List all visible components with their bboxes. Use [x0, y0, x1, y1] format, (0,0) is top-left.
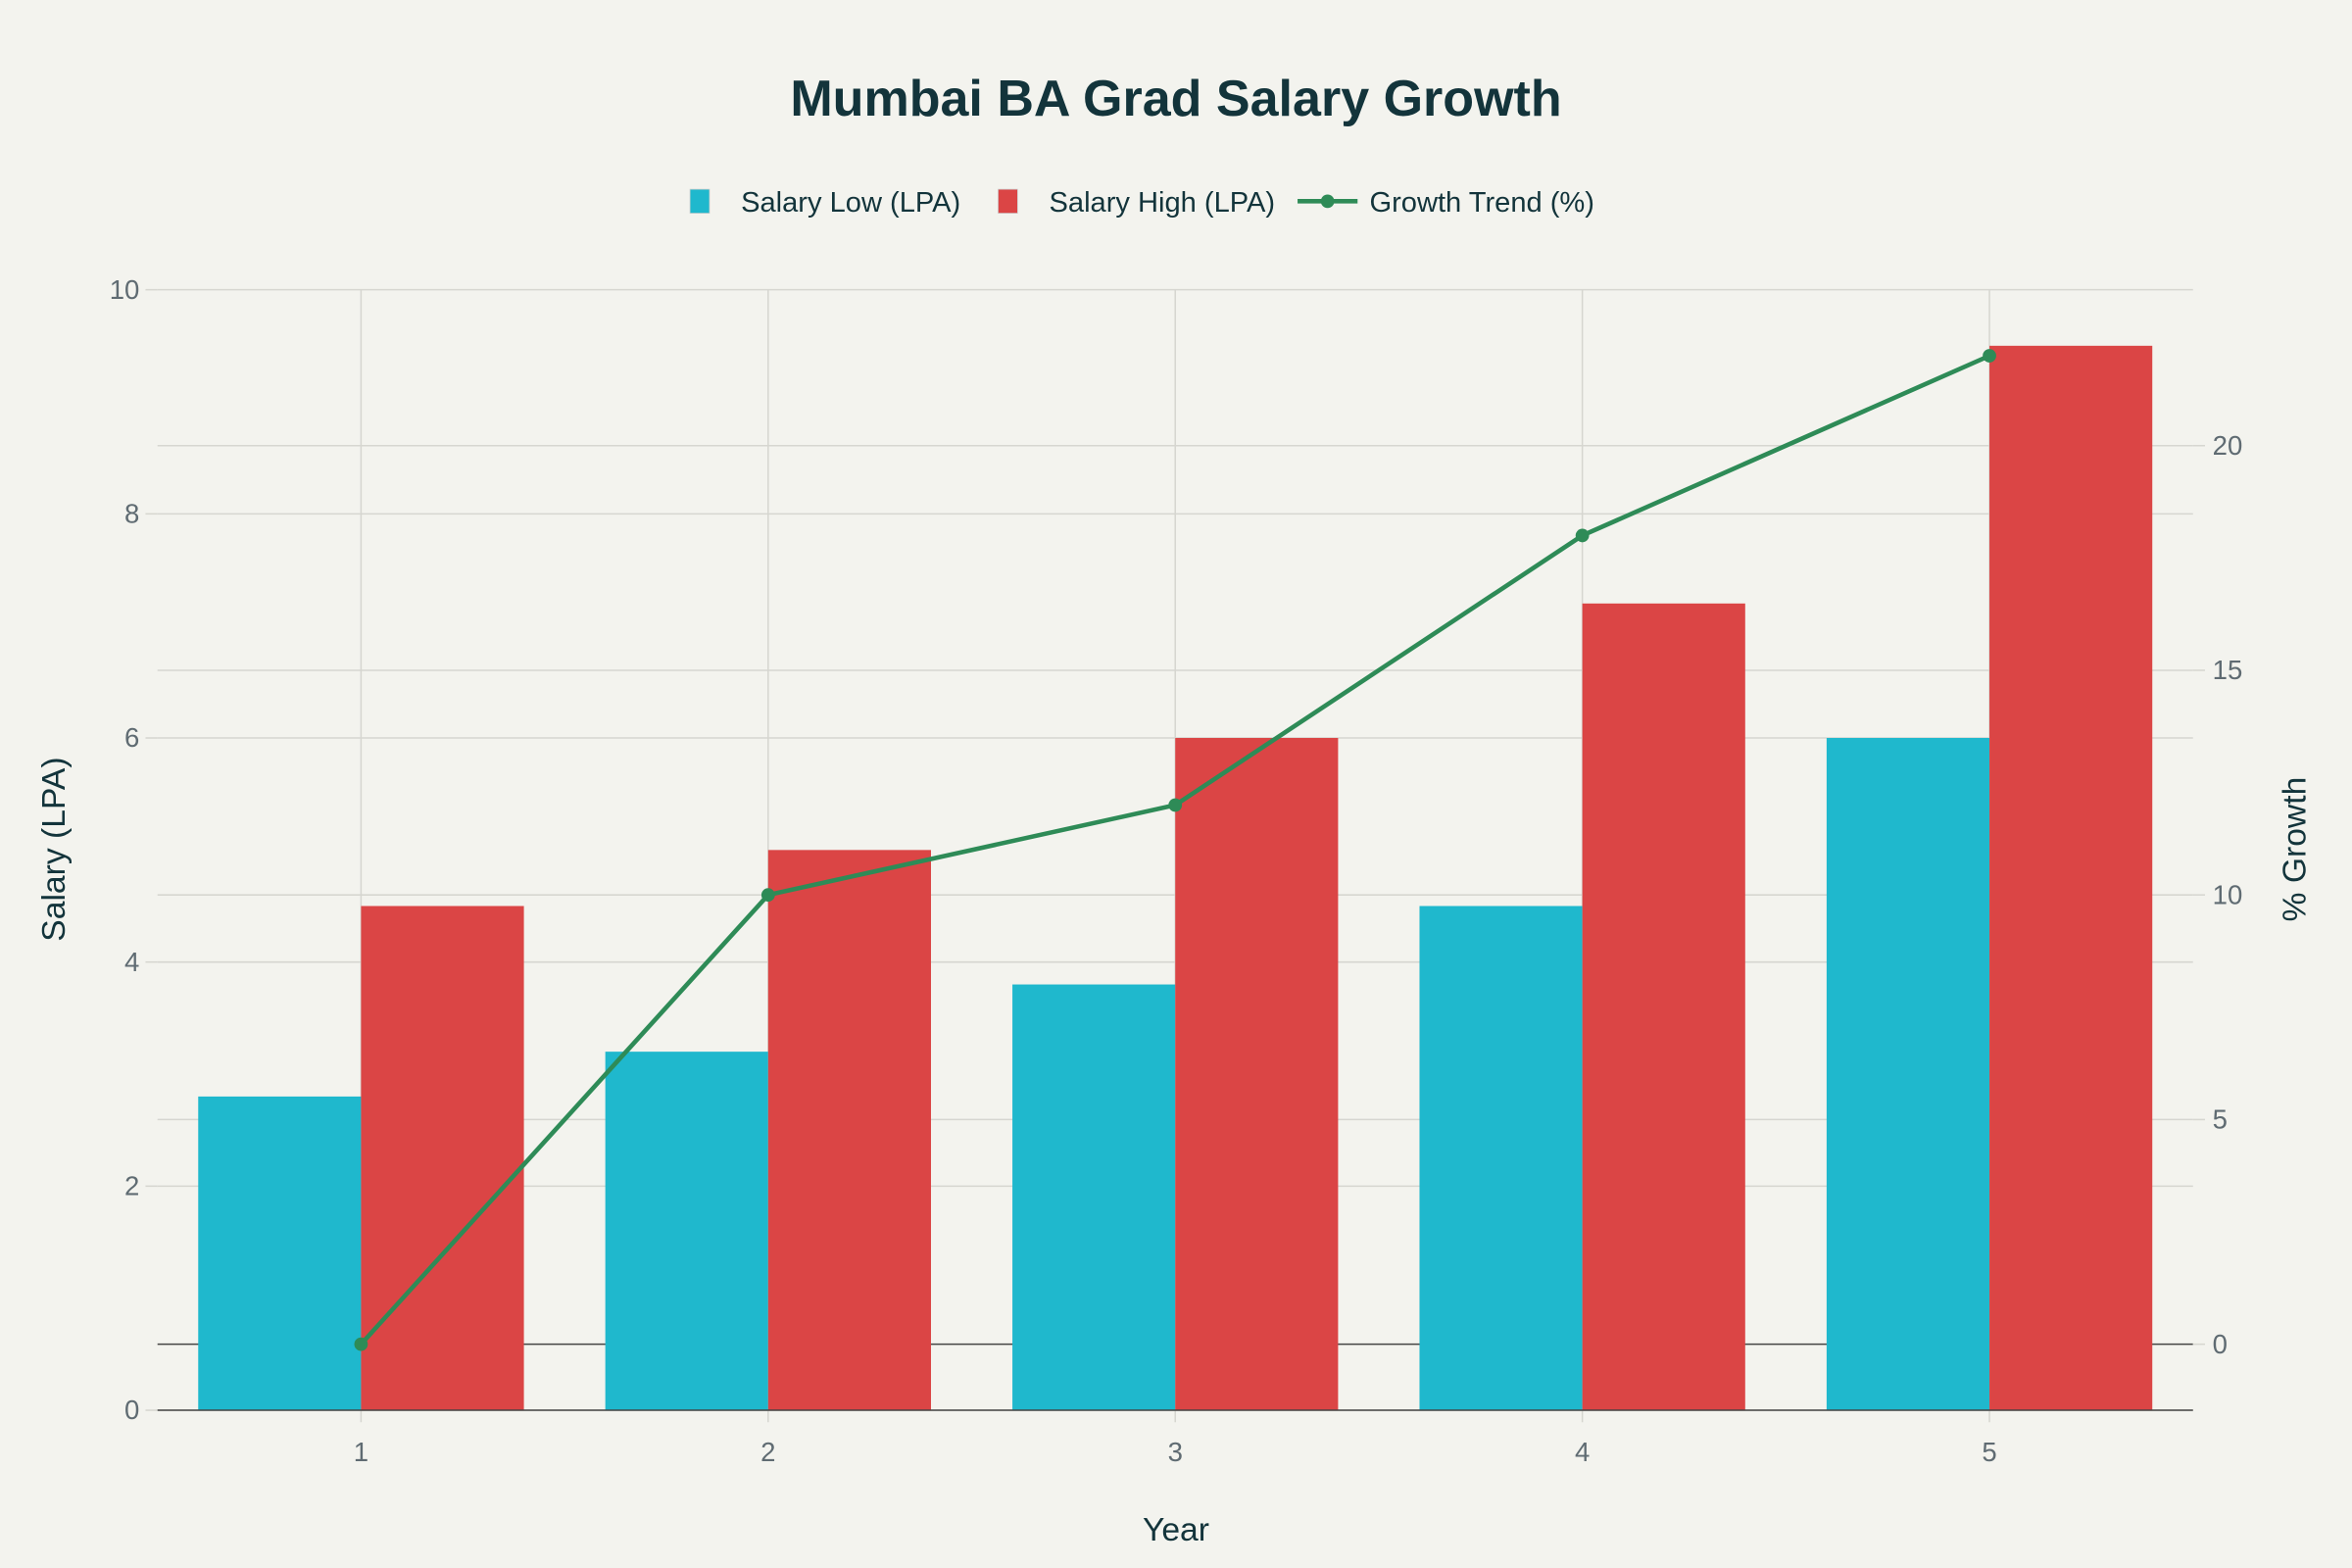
legend-label: Salary High (LPA) [1050, 187, 1276, 219]
axes: 0 2 4 6 8 10 0 5 10 15 20 1 2 3 4 5 [110, 274, 2243, 1467]
bar-low [1012, 984, 1176, 1411]
legend[interactable]: Salary Low (LPA) Salary High (LPA) Growth … [689, 187, 1594, 219]
bar-high [1175, 738, 1339, 1411]
y-tick-label: 10 [110, 274, 140, 305]
growth-point [1983, 349, 1996, 363]
x-tick-label: 2 [760, 1437, 775, 1467]
y-tick-label: 0 [124, 1395, 139, 1425]
y2-tick-label: 20 [2213, 430, 2243, 461]
bar-high [1989, 345, 2153, 1411]
bar-high [1582, 603, 1745, 1411]
x-axis-title: Year [1143, 1512, 1209, 1548]
y2-tick-label: 10 [2213, 879, 2243, 909]
bar-low [1419, 906, 1583, 1411]
chart-title: Mumbai BA Grad Salary Growth [790, 71, 1561, 127]
y2-tick-label: 0 [2213, 1329, 2228, 1359]
y-tick-label: 2 [124, 1171, 139, 1201]
legend-marker [1320, 194, 1335, 209]
bar-low [1826, 738, 1990, 1411]
y2-tick-label: 5 [2213, 1104, 2228, 1135]
growth-point [1575, 528, 1590, 543]
bars [198, 345, 2153, 1411]
y2-axis-title: % Growth [2278, 777, 2314, 922]
growth-point [1168, 798, 1183, 812]
bar-low [198, 1096, 362, 1411]
legend-label: Salary Low (LPA) [741, 187, 960, 219]
legend-swatch [689, 188, 710, 214]
bar-high [767, 850, 931, 1411]
bar-low [605, 1052, 768, 1411]
bar-high [361, 906, 524, 1411]
growth-point [354, 1337, 368, 1351]
y-tick-label: 4 [124, 947, 139, 977]
x-tick-label: 1 [354, 1437, 368, 1467]
growth-point [760, 888, 775, 903]
y2-tick-label: 15 [2213, 655, 2243, 685]
y-tick-label: 6 [124, 722, 139, 753]
x-tick-label: 4 [1575, 1437, 1590, 1467]
legend-swatch [998, 188, 1018, 214]
growth-line [354, 349, 1996, 1351]
x-tick-label: 3 [1168, 1437, 1183, 1467]
y-axis-title: Salary (LPA) [36, 757, 73, 941]
y-tick-label: 8 [124, 499, 139, 529]
legend-label: Growth Trend (%) [1370, 187, 1594, 219]
x-tick-label: 5 [1982, 1437, 1996, 1467]
